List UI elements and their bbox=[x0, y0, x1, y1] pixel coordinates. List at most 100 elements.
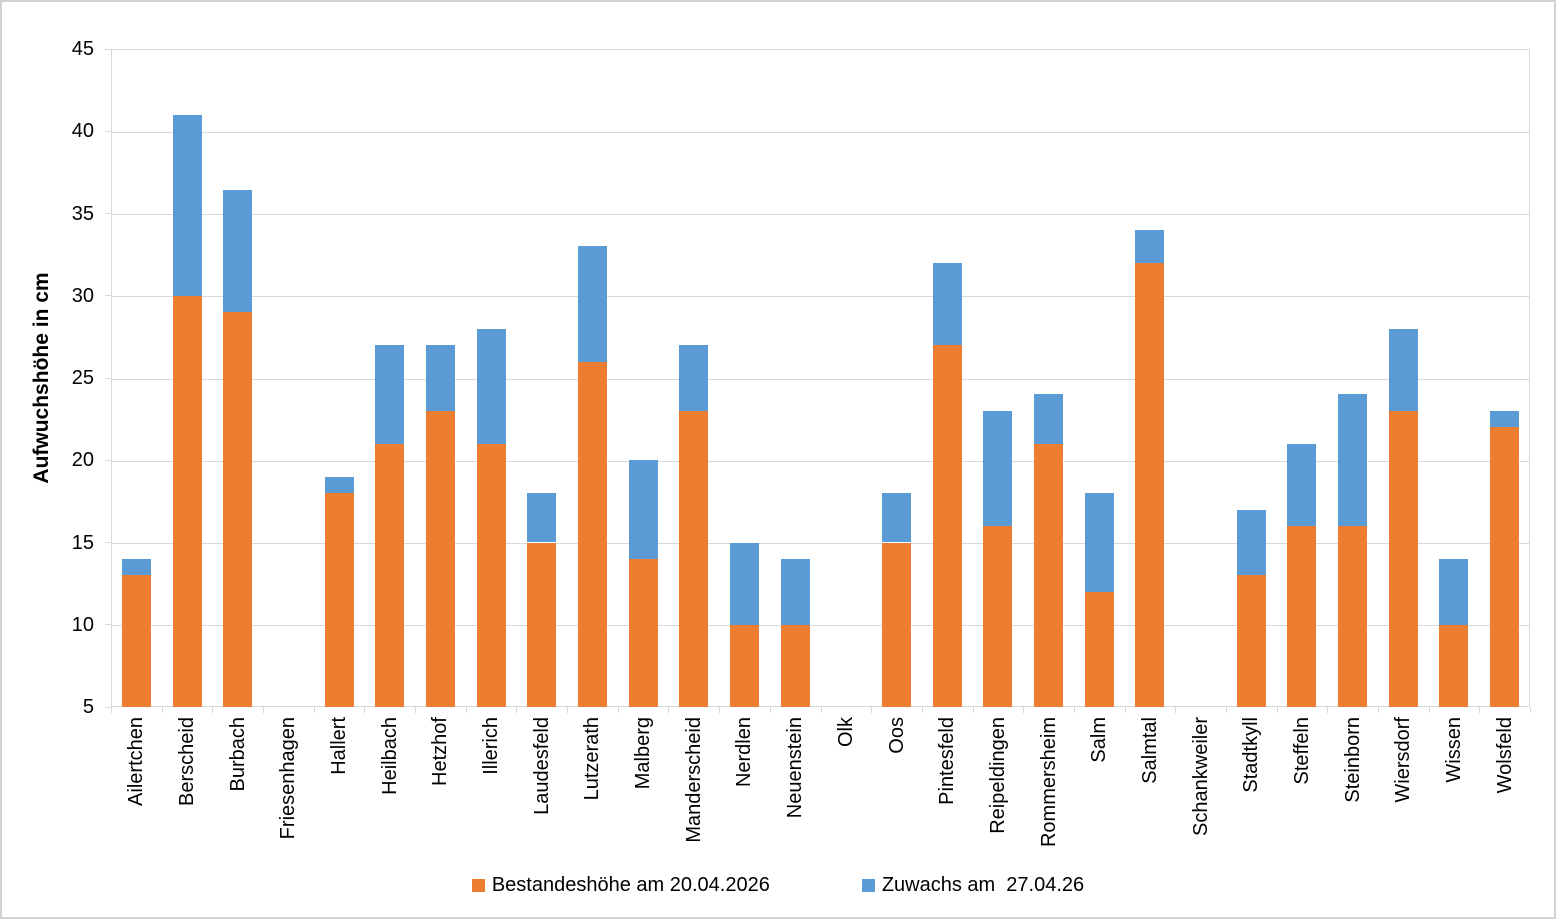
x-tick-mark-3 bbox=[263, 707, 265, 713]
x-label-text: Rommersheim bbox=[1037, 717, 1060, 848]
x-label-text: Hallert bbox=[328, 717, 351, 775]
legend-item-zuwachs: Zuwachs am 27.04.26 bbox=[861, 874, 1085, 897]
x-tick-mark-7 bbox=[465, 707, 467, 713]
y-tick-label-40: 40 bbox=[71, 120, 94, 143]
bar-illerich-zuwachs bbox=[476, 328, 506, 444]
bar-illerich-bestand bbox=[476, 443, 506, 707]
y-tick-label-35: 35 bbox=[71, 202, 94, 225]
bar-pintesfeld-zuwachs bbox=[932, 262, 962, 346]
x-label-laudesfeld: Laudesfeld bbox=[530, 717, 554, 815]
x-label-text: Illerich bbox=[480, 717, 503, 775]
x-label-ailertchen: Ailertchen bbox=[124, 717, 148, 806]
x-label-text: Wissen bbox=[1442, 717, 1465, 783]
bar-wolsfeld-bestand bbox=[1490, 427, 1520, 707]
legend-item-bestandeshoehe: Bestandeshöhe am 20.04.2026 bbox=[471, 874, 770, 897]
x-tick-mark-5 bbox=[364, 707, 366, 713]
bar-stadtkyll-zuwachs bbox=[1236, 509, 1266, 576]
x-label-wissen: Wissen bbox=[1442, 717, 1466, 783]
x-label-illerich: Illerich bbox=[479, 717, 503, 775]
legend-label: Bestandeshöhe am 20.04.2026 bbox=[491, 874, 770, 896]
legend-swatch-blue bbox=[861, 879, 875, 892]
bar-steffeln-bestand bbox=[1287, 526, 1317, 707]
bar-salm-bestand bbox=[1084, 591, 1114, 707]
gridline-15 bbox=[112, 543, 1529, 544]
x-label-text: Hetzhof bbox=[429, 717, 452, 786]
x-label-text: Salmtal bbox=[1138, 717, 1161, 784]
bar-laudesfeld-zuwachs bbox=[527, 493, 557, 543]
x-label-text: Schankweiler bbox=[1189, 717, 1212, 836]
bar-steinborn-bestand bbox=[1338, 526, 1368, 707]
x-tick-mark-27 bbox=[1479, 707, 1481, 713]
y-tick-mark-15 bbox=[105, 542, 111, 543]
x-label-text: Salm bbox=[1088, 717, 1111, 763]
bar-hallert-zuwachs bbox=[324, 476, 354, 494]
bar-burbach-zuwachs bbox=[223, 190, 253, 313]
x-tick-mark-6 bbox=[415, 707, 417, 713]
x-label-wiersdorf: Wiersdorf bbox=[1391, 717, 1415, 803]
y-tick-mark-30 bbox=[105, 295, 111, 297]
x-label-text: Stadtkyll bbox=[1240, 717, 1263, 793]
x-tick-mark-10 bbox=[617, 707, 619, 713]
x-label-pintesfeld: Pintesfeld bbox=[935, 717, 959, 805]
x-label-steinborn: Steinborn bbox=[1341, 717, 1365, 803]
x-label-nerdlen: Nerdlen bbox=[732, 717, 756, 787]
y-tick-mark-45 bbox=[105, 48, 111, 50]
bar-steinborn-zuwachs bbox=[1338, 394, 1368, 527]
x-tick-mark-9 bbox=[567, 707, 569, 713]
y-tick-label-25: 25 bbox=[71, 367, 94, 389]
bar-neuenstein-bestand bbox=[780, 624, 810, 707]
x-label-friesenhagen: Friesenhagen bbox=[276, 717, 300, 839]
bar-wiersdorf-zuwachs bbox=[1388, 328, 1418, 411]
x-tick-mark-17 bbox=[972, 707, 974, 713]
bar-neuenstein-zuwachs bbox=[780, 558, 810, 625]
bar-heilbach-bestand bbox=[375, 443, 405, 707]
y-tick-mark-20 bbox=[105, 459, 111, 461]
x-tick-mark-1 bbox=[161, 707, 163, 713]
x-tick-mark-12 bbox=[719, 707, 721, 713]
x-label-malberg: Malberg bbox=[631, 717, 655, 789]
gridline-25 bbox=[112, 378, 1529, 380]
bar-nerdlen-zuwachs bbox=[729, 542, 759, 625]
x-tick-mark-13 bbox=[769, 707, 771, 713]
bar-berscheid-zuwachs bbox=[172, 114, 202, 296]
y-tick-label-45: 45 bbox=[71, 38, 94, 60]
y-tick-label-5: 5 bbox=[82, 696, 94, 718]
x-label-text: Oos bbox=[885, 717, 908, 754]
gridline-30 bbox=[112, 296, 1529, 298]
x-tick-mark-2 bbox=[212, 707, 214, 713]
x-tick-mark-11 bbox=[668, 707, 670, 713]
x-label-text: Berscheid bbox=[176, 717, 199, 806]
bar-reipeldingen-bestand bbox=[983, 526, 1013, 707]
bar-lutzerath-zuwachs bbox=[577, 246, 607, 362]
x-tick-mark-16 bbox=[921, 707, 923, 713]
bar-stadtkyll-bestand bbox=[1236, 575, 1266, 707]
y-tick-label-10: 10 bbox=[71, 613, 94, 636]
bar-heilbach-zuwachs bbox=[375, 345, 405, 444]
x-tick-mark-8 bbox=[516, 707, 518, 713]
x-tick-mark-22 bbox=[1225, 707, 1227, 713]
x-label-burbach: Burbach bbox=[226, 717, 250, 792]
x-tick-mark-19 bbox=[1073, 707, 1075, 713]
x-tick-mark-14 bbox=[820, 707, 822, 713]
x-label-text: Laudesfeld bbox=[530, 717, 553, 815]
bar-malberg-zuwachs bbox=[628, 460, 658, 559]
x-tick-mark-4 bbox=[313, 707, 315, 713]
y-tick-mark-10 bbox=[105, 624, 111, 626]
y-tick-label-20: 20 bbox=[71, 449, 94, 472]
x-label-rommersheim: Rommersheim bbox=[1037, 717, 1061, 847]
bar-salmtal-zuwachs bbox=[1135, 229, 1165, 263]
gridline-40 bbox=[112, 131, 1529, 133]
x-tick-mark-15 bbox=[871, 707, 873, 713]
x-label-text: Wolsfeld bbox=[1493, 717, 1516, 794]
x-label-salm: Salm bbox=[1087, 717, 1111, 763]
bar-wissen-bestand bbox=[1439, 624, 1469, 707]
bar-manderscheid-bestand bbox=[679, 410, 709, 707]
y-tick-label-30: 30 bbox=[71, 284, 94, 307]
bar-salmtal-bestand bbox=[1135, 262, 1165, 707]
x-label-steffeln: Steffeln bbox=[1290, 717, 1314, 784]
bar-berscheid-bestand bbox=[172, 295, 202, 707]
gridline-10 bbox=[112, 625, 1529, 627]
legend-label: Zuwachs am 27.04.26 bbox=[881, 874, 1085, 896]
y-tick-mark-5 bbox=[105, 706, 111, 708]
